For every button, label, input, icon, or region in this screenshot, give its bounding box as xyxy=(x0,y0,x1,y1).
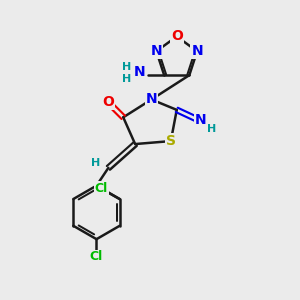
Text: N: N xyxy=(146,92,157,106)
Text: N: N xyxy=(134,65,146,79)
Text: H: H xyxy=(122,62,132,72)
Text: Cl: Cl xyxy=(94,182,108,195)
Text: H: H xyxy=(207,124,216,134)
Text: S: S xyxy=(166,134,176,148)
Text: N: N xyxy=(191,44,203,58)
Text: H: H xyxy=(122,74,132,84)
Text: Cl: Cl xyxy=(90,250,103,263)
Text: N: N xyxy=(195,113,206,127)
Text: H: H xyxy=(91,158,101,168)
Text: O: O xyxy=(102,95,114,109)
Text: N: N xyxy=(151,44,162,58)
Text: O: O xyxy=(171,29,183,44)
